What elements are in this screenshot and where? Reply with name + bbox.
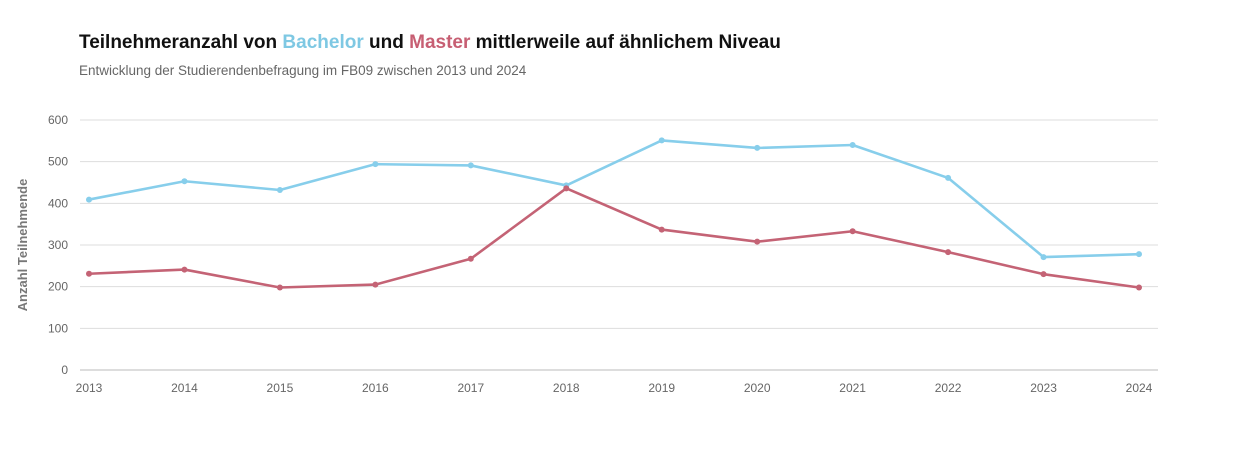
chart-subtitle: Entwicklung der Studierendenbefragung im… (79, 63, 527, 78)
title-bachelor-highlight: Bachelor (282, 32, 364, 53)
y-tick-label: 600 (48, 113, 68, 127)
master-point[interactable] (86, 270, 92, 277)
bachelor-point[interactable] (1040, 254, 1047, 261)
master-point[interactable] (563, 185, 570, 192)
x-tick-label: 2014 (171, 381, 198, 395)
x-tick-label: 2013 (76, 381, 103, 395)
y-tick-label: 500 (48, 155, 68, 169)
x-tick-label: 2015 (267, 381, 294, 395)
title-master-highlight: Master (409, 32, 471, 53)
bachelor-point[interactable] (467, 162, 474, 169)
bachelor-point[interactable] (276, 187, 283, 193)
bachelor-point[interactable] (849, 142, 856, 148)
master-point[interactable] (181, 266, 188, 273)
master-point[interactable] (276, 284, 283, 291)
bachelor-point[interactable] (181, 178, 188, 185)
master-point[interactable] (945, 249, 952, 256)
x-tick-label: 2022 (935, 381, 962, 395)
master-point[interactable] (467, 255, 474, 262)
x-tick-label: 2016 (362, 381, 389, 395)
master-point[interactable] (849, 228, 856, 235)
master-point[interactable] (1136, 284, 1142, 291)
bachelor-point[interactable] (372, 161, 379, 168)
x-tick-label: 2023 (1030, 381, 1057, 395)
master-line (87, 187, 1141, 289)
bachelor-point[interactable] (754, 144, 761, 151)
series-lines (86, 137, 1142, 291)
chart-title: Teilnehmeranzahl von Bachelor und Master… (79, 32, 781, 54)
bachelor-point[interactable] (86, 196, 92, 203)
y-tick-label: 200 (48, 280, 68, 294)
x-tick-label: 2024 (1126, 381, 1153, 395)
title-part-1: Teilnehmeranzahl von (79, 32, 283, 53)
x-tick-label: 2021 (839, 381, 866, 395)
y-tick-label: 0 (61, 363, 68, 377)
y-axis-ticks: 0 100 200 300 400 500 600 (48, 113, 68, 377)
bachelor-point[interactable] (945, 174, 952, 181)
master-point[interactable] (658, 226, 665, 233)
series-master (86, 185, 1142, 291)
series-bachelor (86, 137, 1142, 261)
x-axis-ticks: 2013 2014 2015 2016 2017 2018 2019 2020 2021 2022… (76, 381, 1153, 395)
master-point[interactable] (372, 281, 379, 288)
master-point[interactable] (754, 238, 761, 245)
bachelor-point[interactable] (658, 137, 665, 144)
master-point[interactable] (1040, 271, 1047, 278)
y-tick-label: 300 (48, 238, 68, 252)
x-tick-label: 2018 (553, 381, 580, 395)
x-tick-label: 2019 (648, 381, 675, 395)
y-axis-title: Anzahl Teilnehmende (15, 179, 30, 312)
grid-lines (80, 119, 1158, 371)
y-tick-label: 400 (48, 196, 68, 210)
x-tick-label: 2017 (457, 381, 484, 395)
x-tick-label: 2020 (744, 381, 771, 395)
title-part-3: mittlerweile auf ähnlichem Niveau (470, 32, 781, 53)
bachelor-point[interactable] (1136, 251, 1142, 258)
bachelor-line (87, 139, 1141, 259)
y-tick-label: 100 (48, 321, 68, 335)
title-part-2: und (363, 32, 410, 53)
